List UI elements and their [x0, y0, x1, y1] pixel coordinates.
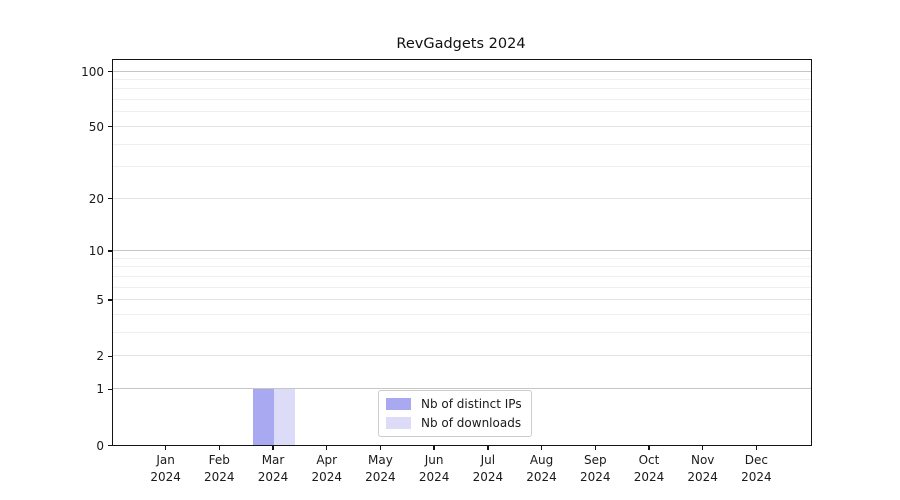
- legend-label-distinct-ips: Nb of distinct IPs: [421, 397, 522, 411]
- x-tick-label: Sep 2024: [579, 453, 611, 484]
- y-gridline-minor: [113, 286, 811, 288]
- y-gridline-minor: [113, 266, 811, 268]
- y-tick-mark: [107, 70, 112, 72]
- legend-label-downloads: Nb of downloads: [421, 416, 522, 430]
- x-tick-label: Jun 2024: [418, 453, 450, 484]
- x-tick-mark: [164, 445, 167, 450]
- x-tick-label: Jan 2024: [150, 453, 181, 484]
- legend-item-downloads: Nb of downloads: [386, 415, 522, 431]
- y-tick-mark: [107, 444, 112, 446]
- x-tick-label: Nov 2024: [687, 453, 718, 484]
- y-tick-label: 100: [81, 64, 104, 79]
- x-tick-mark: [648, 445, 650, 450]
- y-tick-label: 0: [96, 438, 104, 453]
- x-tick-mark: [487, 445, 489, 450]
- x-tick-label: Feb 2024: [204, 453, 235, 484]
- x-tick-mark: [540, 445, 543, 450]
- x-tick-mark: [218, 445, 220, 450]
- y-tick-mark: [107, 299, 112, 301]
- x-tick-label: Jul 2024: [472, 453, 504, 484]
- chart-title: RevGadgets 2024: [396, 36, 526, 52]
- y-gridline: [113, 388, 811, 390]
- x-tick-mark: [326, 445, 328, 450]
- bar-downloads: [274, 388, 295, 445]
- legend-swatch-distinct-ips: [386, 398, 411, 410]
- y-gridline-minor: [113, 88, 811, 90]
- y-tick-mark: [107, 388, 112, 390]
- y-gridline-minor: [113, 78, 811, 80]
- y-tick-label: 50: [88, 119, 104, 134]
- x-tick-mark: [379, 445, 382, 450]
- x-tick-mark: [433, 445, 435, 450]
- y-gridline: [113, 125, 811, 127]
- x-tick-label: Mar 2024: [257, 453, 289, 484]
- y-gridline-minor: [113, 111, 811, 113]
- x-tick-label: Oct 2024: [633, 453, 665, 484]
- x-tick-mark: [272, 445, 274, 450]
- y-tick-mark: [107, 355, 112, 357]
- bar-distinct-ips: [253, 388, 274, 445]
- y-gridline: [113, 70, 811, 72]
- legend-swatch-downloads: [386, 417, 411, 429]
- y-tick-label: 5: [96, 293, 104, 308]
- y-gridline: [113, 250, 811, 252]
- y-gridline: [113, 197, 811, 199]
- y-tick-mark: [107, 197, 112, 200]
- plot-area: [112, 59, 812, 446]
- legend-item-distinct-ips: Nb of distinct IPs: [386, 396, 522, 412]
- y-gridline-minor: [113, 99, 811, 101]
- y-gridline: [113, 355, 811, 357]
- legend: Nb of distinct IPs Nb of downloads: [378, 390, 532, 437]
- y-tick-label: 1: [96, 382, 104, 397]
- x-tick-label: May 2024: [365, 453, 396, 484]
- y-gridline-minor: [113, 166, 811, 168]
- x-tick-label: Aug 2024: [526, 453, 557, 484]
- x-tick-mark: [755, 445, 758, 450]
- y-gridline-minor: [113, 275, 811, 277]
- y-tick-label: 20: [88, 191, 104, 206]
- y-tick-mark: [107, 250, 112, 252]
- y-gridline-minor: [113, 332, 811, 334]
- y-gridline-minor: [113, 143, 811, 145]
- x-tick-label: Dec 2024: [741, 453, 772, 484]
- y-gridline-minor: [113, 314, 811, 316]
- x-tick-mark: [702, 445, 704, 450]
- y-tick-label: 2: [96, 349, 104, 364]
- y-tick-mark: [107, 126, 112, 128]
- y-gridline: [113, 299, 811, 301]
- y-tick-label: 10: [88, 244, 104, 259]
- x-tick-label: Apr 2024: [311, 453, 342, 484]
- x-tick-mark: [594, 445, 596, 450]
- y-gridline-minor: [113, 257, 811, 259]
